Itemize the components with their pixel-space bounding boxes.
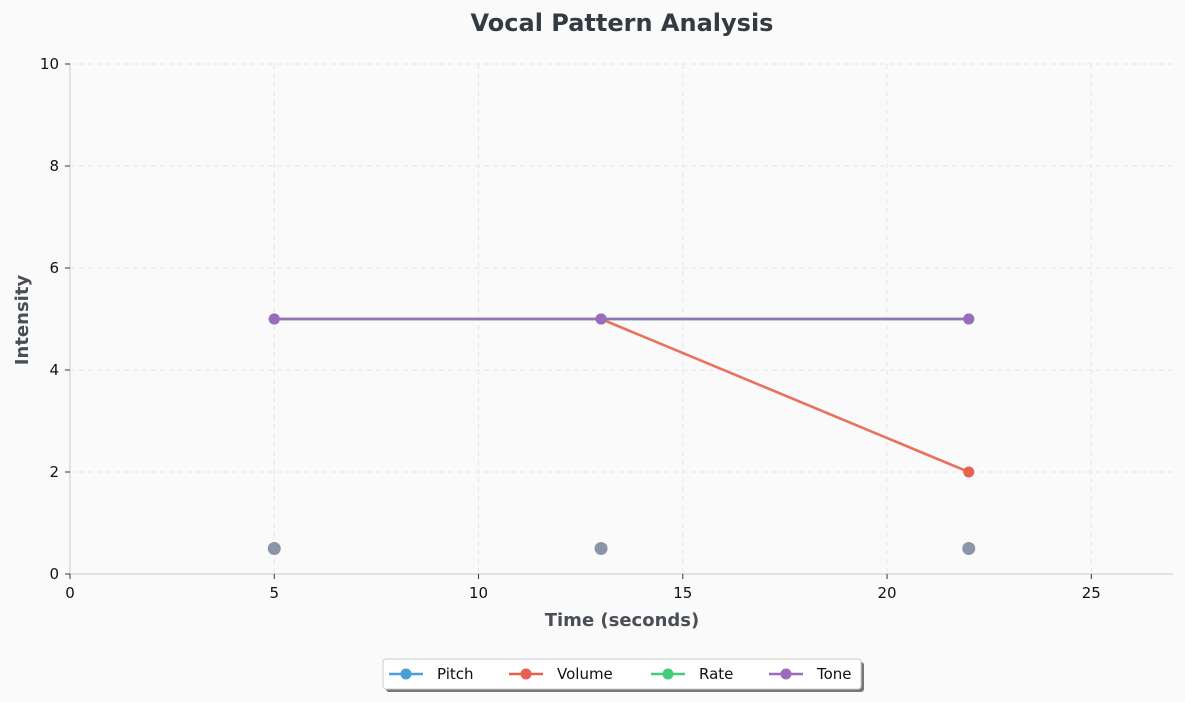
legend-swatch-marker-rate bbox=[662, 668, 674, 680]
x-ticks: 0 5 10 15 20 25 bbox=[65, 574, 1101, 602]
legend-label-rate: Rate bbox=[699, 665, 733, 683]
x-tick-label-2: 10 bbox=[469, 584, 488, 602]
y-tick-label-1: 2 bbox=[49, 463, 59, 481]
y-tick-label-5: 10 bbox=[40, 55, 59, 73]
grid bbox=[70, 63, 1173, 574]
legend: Pitch Volume Rate Tone bbox=[382, 658, 864, 692]
legend-label-volume: Volume bbox=[557, 665, 613, 683]
legend-label-tone: Tone bbox=[816, 665, 852, 683]
baseline-marker-2 bbox=[962, 542, 976, 555]
x-tick-label-4: 20 bbox=[877, 584, 896, 602]
legend-item-pitch: Pitch bbox=[389, 665, 474, 683]
x-axis-label: Time (seconds) bbox=[545, 610, 700, 631]
data-point-volume-2 bbox=[963, 466, 975, 478]
series-volume bbox=[268, 313, 975, 478]
series-group bbox=[268, 313, 975, 478]
y-tick-label-3: 6 bbox=[49, 259, 59, 277]
baseline-marker-0 bbox=[267, 542, 281, 555]
data-point-tone-0 bbox=[268, 313, 280, 325]
legend-box bbox=[382, 658, 862, 690]
axes bbox=[69, 64, 1173, 575]
legend-swatch-marker-tone bbox=[780, 668, 792, 680]
chart-title: Vocal Pattern Analysis bbox=[471, 9, 774, 37]
y-ticks: 0 2 4 6 8 10 bbox=[40, 55, 70, 583]
x-tick-label-3: 15 bbox=[673, 584, 692, 602]
y-tick-label-0: 0 bbox=[49, 565, 59, 583]
x-tick-label-1: 5 bbox=[269, 584, 279, 602]
x-tick-label-5: 25 bbox=[1082, 584, 1101, 602]
data-point-tone-2 bbox=[963, 313, 975, 325]
x-tick-label-0: 0 bbox=[65, 584, 75, 602]
y-axis-label: Intensity bbox=[12, 275, 33, 366]
legend-item-volume: Volume bbox=[509, 665, 613, 683]
legend-swatch-marker-volume bbox=[520, 668, 532, 680]
series-line-volume bbox=[274, 317, 970, 474]
marker-group bbox=[267, 542, 976, 555]
series-tone bbox=[268, 313, 975, 325]
data-point-tone-1 bbox=[595, 313, 607, 325]
y-tick-label-4: 8 bbox=[49, 157, 59, 175]
y-tick-label-2: 4 bbox=[49, 361, 59, 379]
legend-item-rate: Rate bbox=[651, 665, 733, 683]
legend-swatch-marker-pitch bbox=[400, 668, 412, 680]
legend-label-pitch: Pitch bbox=[437, 665, 474, 683]
baseline-marker-1 bbox=[594, 542, 608, 555]
legend-item-tone: Tone bbox=[769, 665, 852, 683]
